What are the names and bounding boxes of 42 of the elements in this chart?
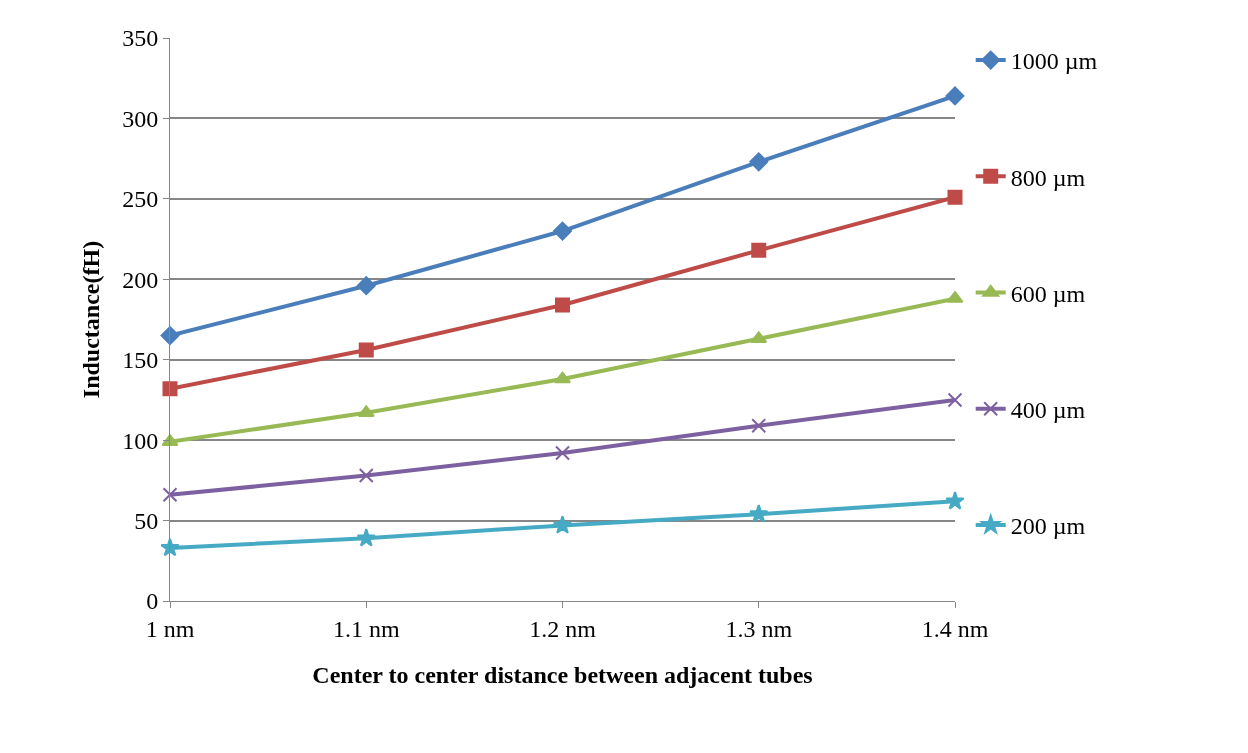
point [749,504,769,523]
x-tick-label: 1.4 nm [921,615,989,642]
point [356,276,376,296]
point [749,152,769,172]
point [358,342,374,358]
point [357,405,375,418]
x-axis-title: Center to center distance between adjacent tubes [312,662,813,689]
x-tick-label: 1.1 nm [332,615,400,642]
point [162,487,178,503]
point [553,221,572,241]
point [555,445,570,461]
point [162,381,178,397]
legend-label: 1000 µm [1010,48,1098,75]
point [356,528,376,547]
point [751,418,767,434]
point [945,86,965,106]
point [555,297,570,313]
x-tick-label: 1.3 nm [725,615,793,642]
y-tick-label: 150 [122,347,159,374]
y-tick-label: 300 [122,105,159,132]
point [947,189,963,205]
legend-label: 800 µm [1010,164,1086,191]
point [751,242,767,258]
point [945,491,965,510]
legend-label: 200 µm [1010,513,1086,540]
legend-label: 600 µm [1010,280,1086,307]
point [160,326,180,346]
y-axis-title: Inductance(fH) [78,240,105,399]
y-tick-label: 250 [122,186,159,213]
y-tick-label: 0 [146,588,159,615]
point [947,392,963,408]
x-tick-label: 1 nm [145,615,195,642]
point [358,468,374,484]
y-tick-label: 100 [122,427,159,454]
point [552,515,573,534]
point [750,331,768,344]
y-tick-label: 50 [134,507,159,534]
x-tick-label: 1.2 nm [529,615,597,642]
y-tick-label: 200 [122,266,159,293]
y-tick-label: 350 [122,25,159,52]
legend-label: 400 µm [1010,397,1086,424]
point [160,537,180,557]
